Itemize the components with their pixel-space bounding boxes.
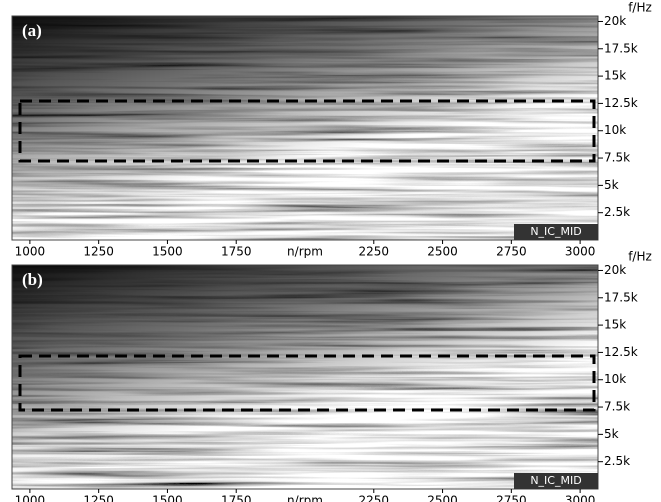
x-tick-label: 1000 <box>15 245 46 259</box>
y-tick-label: 12.5k <box>604 345 638 359</box>
x-tick-label: 1500 <box>152 245 183 259</box>
x-axis-label: n/rpm <box>287 245 323 259</box>
y-tick-label: 15k <box>604 318 626 332</box>
y-tick-label: 17.5k <box>604 41 638 55</box>
x-tick-label: 1750 <box>221 245 252 259</box>
x-tick-label: 2500 <box>427 245 458 259</box>
x-tick-label: 1500 <box>152 494 183 502</box>
figure: (a) N_IC_MID f/Hz 2.5k 5k 7.5k 10k 12.5k 15k 17.5… <box>0 0 661 502</box>
x-axis-label: n/rpm <box>287 494 323 502</box>
x-tick-label: 1000 <box>15 494 46 502</box>
y-tick-label: 17.5k <box>604 290 638 304</box>
x-tick-label: 2250 <box>359 245 390 259</box>
x-tick-label: 1250 <box>83 494 114 502</box>
y-tick-label: 15k <box>604 69 626 83</box>
y-tick-label: 2.5k <box>604 205 630 219</box>
x-tick-label: 3000 <box>565 245 596 259</box>
y-tick-label: 5k <box>604 178 619 192</box>
dark-region <box>12 265 598 489</box>
y-tick-label: 12.5k <box>604 96 638 110</box>
y-axis-label: f/Hz <box>628 1 652 15</box>
panel-label: (b) <box>22 270 43 289</box>
x-tick-label: 2250 <box>359 494 390 502</box>
y-tick-label: 5k <box>604 427 619 441</box>
x-tick-label: 2750 <box>496 494 527 502</box>
y-tick-label: 20k <box>604 14 626 28</box>
y-tick-label: 10k <box>604 372 626 386</box>
y-tick-label: 10k <box>604 123 626 137</box>
dark-region <box>12 16 598 240</box>
panel-label: (a) <box>22 21 42 40</box>
x-tick-label: 1250 <box>83 245 114 259</box>
y-tick-label: 7.5k <box>604 151 630 165</box>
annotation: N_IC_MID <box>530 225 581 238</box>
x-tick-label: 3000 <box>565 494 596 502</box>
x-tick-label: 2750 <box>496 245 527 259</box>
annotation: N_IC_MID <box>530 474 581 487</box>
y-tick-label: 7.5k <box>604 400 630 414</box>
x-tick-label: 1750 <box>221 494 252 502</box>
x-tick-label: 2500 <box>427 494 458 502</box>
y-tick-label: 2.5k <box>604 454 630 468</box>
y-tick-label: 20k <box>604 263 626 277</box>
y-axis-label: f/Hz <box>628 250 652 264</box>
